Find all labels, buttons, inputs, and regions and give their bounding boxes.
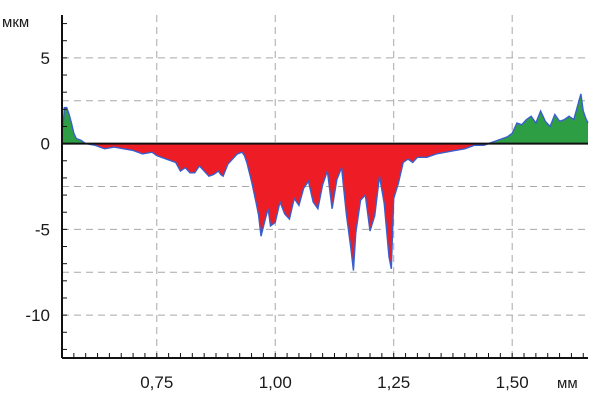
tick-labels: 5 0 -5 -10 0,75 1,00 1,25 1,50 [25, 49, 528, 392]
y-tick-label: -5 [35, 220, 50, 239]
x-tick-label: 1,25 [377, 373, 410, 392]
positive-deviation-area [62, 93, 588, 144]
y-tick-label: -10 [25, 306, 50, 325]
y-axis-unit-label: мкм [2, 14, 29, 31]
x-tick-label: 0,75 [140, 373, 173, 392]
profile-line [62, 93, 589, 271]
y-tick-label: 0 [41, 135, 50, 154]
x-axis-unit-label: мм [557, 375, 578, 392]
axes [61, 15, 588, 359]
x-tick-label: 1,50 [496, 373, 529, 392]
profile-areas [62, 93, 589, 271]
x-tick-label: 1,00 [259, 373, 292, 392]
y-tick-label: 5 [41, 49, 50, 68]
